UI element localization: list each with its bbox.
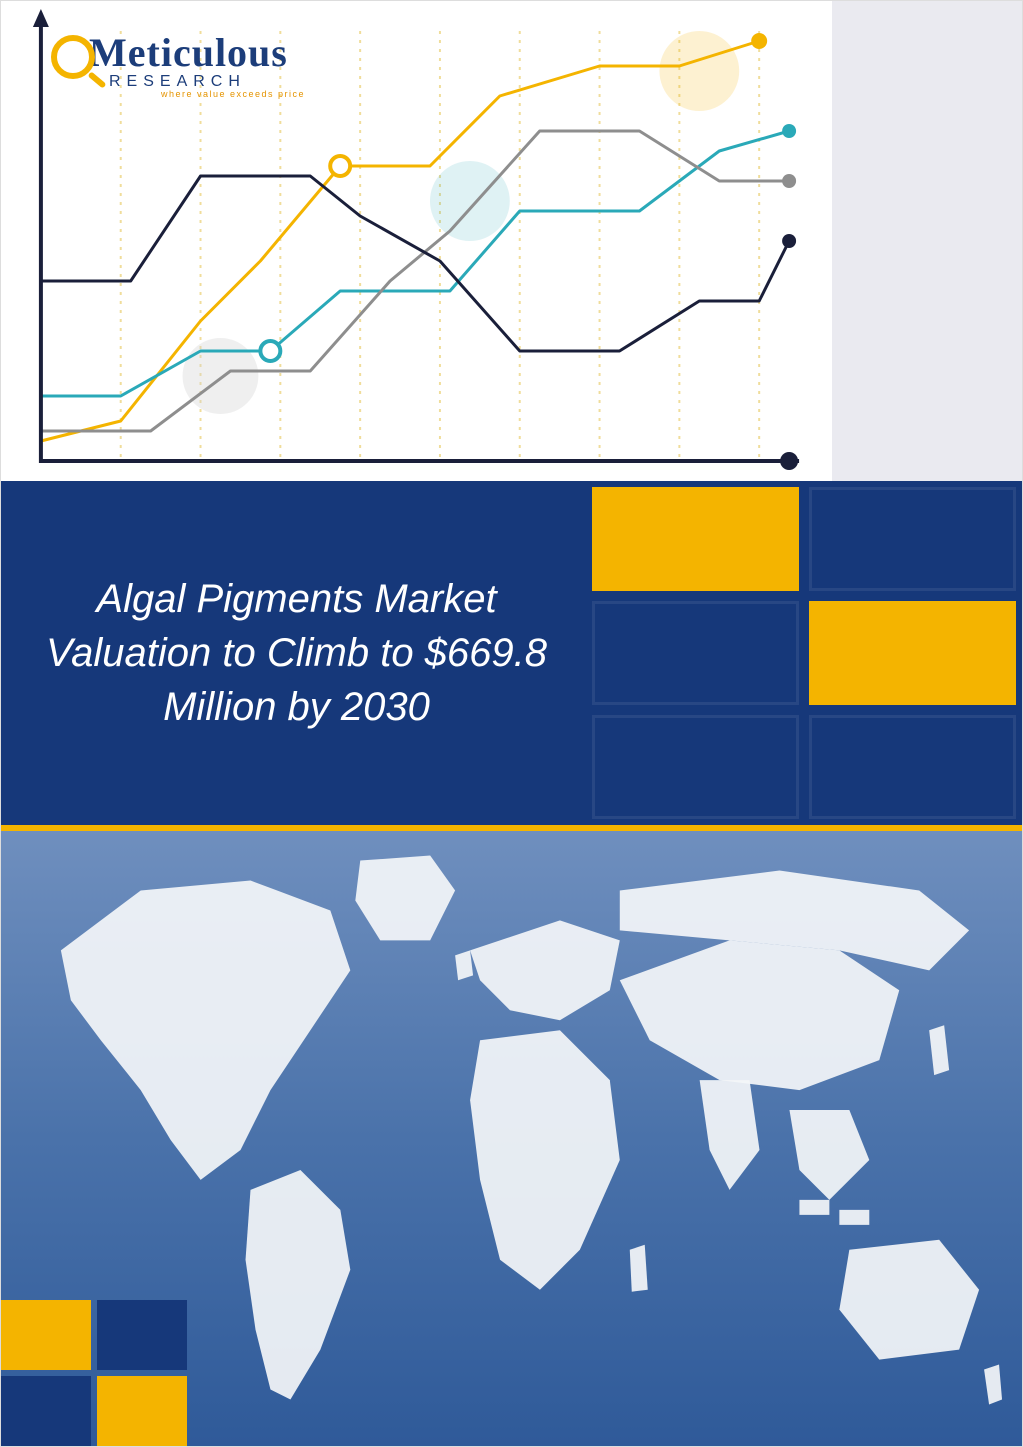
report-title: Algal Pigments Market Valuation to Climb… — [41, 572, 552, 734]
decorative-tile — [97, 1300, 187, 1370]
decorative-tile — [592, 487, 799, 591]
decorative-tile — [1, 1376, 91, 1446]
report-cover: Meticulous RESEARCH where value exceeds … — [0, 0, 1023, 1447]
decorative-tile — [1, 1300, 91, 1370]
decorative-tile — [809, 487, 1016, 591]
logo-wordmark: Meticulous — [51, 29, 305, 79]
world-map-panel — [1, 831, 1022, 1446]
chart-panel: Meticulous RESEARCH where value exceeds … — [1, 1, 1022, 481]
decorative-tile-grid — [592, 481, 1022, 825]
logo-tagline: where value exceeds price — [51, 89, 305, 99]
corner-tile-grid — [1, 1300, 187, 1446]
title-wrap: Algal Pigments Market Valuation to Climb… — [1, 481, 592, 825]
decorative-tile — [592, 601, 799, 705]
decorative-tile — [809, 601, 1016, 705]
chart-area: Meticulous RESEARCH where value exceeds … — [1, 1, 832, 481]
decorative-tile — [809, 715, 1016, 819]
decorative-tile — [592, 715, 799, 819]
magnifier-icon — [51, 35, 95, 79]
chart-side-strip — [832, 1, 1022, 481]
title-panel: Algal Pigments Market Valuation to Climb… — [1, 481, 1022, 831]
logo: Meticulous RESEARCH where value exceeds … — [51, 29, 305, 99]
decorative-tile — [97, 1376, 187, 1446]
logo-main-text: Meticulous — [89, 30, 288, 75]
